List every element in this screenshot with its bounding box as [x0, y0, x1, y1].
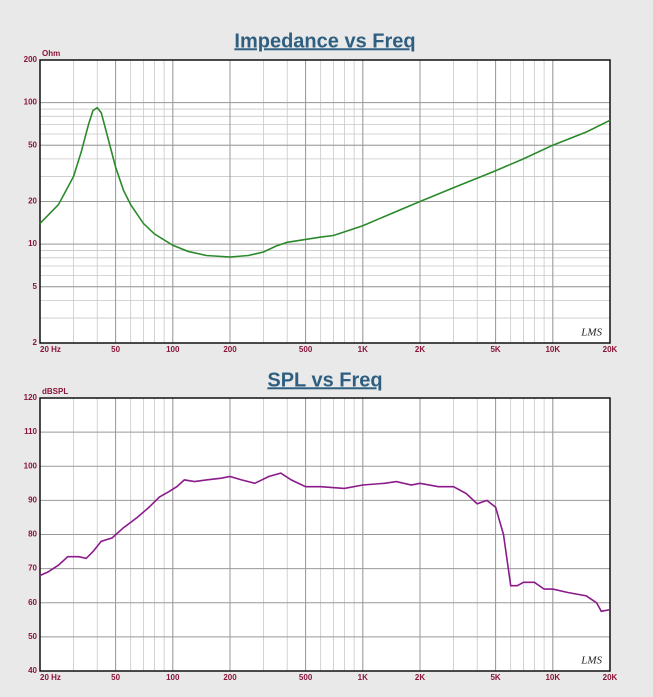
- data-line: [39, 106, 611, 258]
- x-tick-label: 100: [166, 345, 180, 354]
- y-tick-label: 100: [24, 461, 38, 470]
- x-tick-label: 100: [166, 673, 180, 682]
- x-tick-label: 10K: [545, 673, 560, 682]
- x-tick-label: 5K: [490, 673, 500, 682]
- x-tick-label: 5K: [490, 345, 500, 354]
- x-tick-label: 20 Hz: [40, 345, 61, 354]
- x-tick-label: 500: [299, 345, 313, 354]
- x-tick-label: 2K: [415, 673, 425, 682]
- x-tick-label: 200: [223, 345, 237, 354]
- chart-title: SPL vs Freq: [267, 369, 382, 391]
- y-tick-label: 10: [28, 239, 37, 248]
- x-tick-label: 500: [299, 673, 313, 682]
- y-tick-label: 80: [28, 530, 37, 539]
- y-tick-label: 90: [28, 495, 37, 504]
- x-tick-label: 1K: [358, 345, 368, 354]
- y-axis-unit: Ohm: [42, 49, 60, 58]
- x-tick-label: 1K: [358, 673, 368, 682]
- watermark: LMS: [580, 655, 602, 667]
- plot-frame: [39, 397, 611, 672]
- x-tick-label: 200: [223, 673, 237, 682]
- x-tick-label: 50: [111, 345, 120, 354]
- x-tick-label: 10K: [545, 345, 560, 354]
- x-tick-label: 20K: [603, 673, 618, 682]
- y-tick-label: 50: [28, 632, 37, 641]
- x-tick-label: 2K: [415, 345, 425, 354]
- y-tick-label: 20: [28, 197, 37, 206]
- y-tick-label: 110: [24, 427, 37, 436]
- chart-title: Impedance vs Freq: [234, 30, 415, 52]
- plot-frame: [39, 59, 611, 344]
- y-tick-label: 70: [28, 564, 37, 573]
- y-tick-label: 5: [33, 282, 38, 291]
- data-line: [39, 472, 611, 613]
- x-tick-label: 50: [111, 673, 120, 682]
- y-axis-unit: dBSPL: [42, 387, 68, 396]
- y-tick-label: 100: [24, 98, 38, 107]
- y-tick-label: 40: [28, 666, 37, 675]
- y-tick-label: 120: [24, 393, 38, 402]
- watermark: LMS: [580, 327, 602, 339]
- y-tick-label: 60: [28, 598, 37, 607]
- y-tick-label: 2: [33, 338, 38, 347]
- y-tick-label: 200: [24, 55, 38, 64]
- y-tick-label: 50: [28, 140, 37, 149]
- x-tick-label: 20 Hz: [40, 673, 61, 682]
- x-tick-label: 20K: [603, 345, 618, 354]
